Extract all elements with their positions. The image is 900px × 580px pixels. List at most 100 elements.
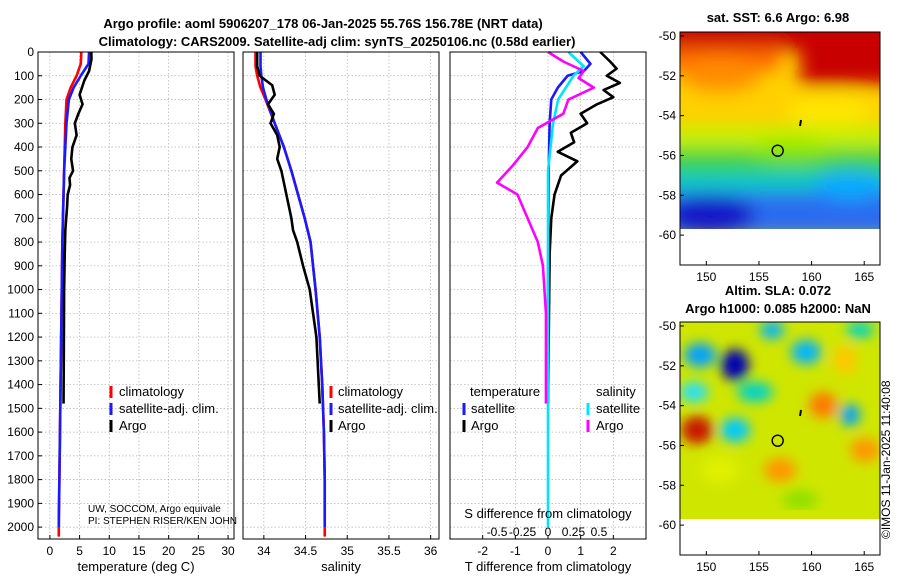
- salinity-x-ticks: 34 34.5 35 35.5 36: [257, 535, 438, 558]
- x-tick-label: 35: [341, 544, 355, 558]
- difference-panel: -2 -1 0 1 2 -0.5 -0.25 0 0.25 0.5 T difference f…: [449, 50, 647, 574]
- sla-eddy-orange-2: [809, 392, 837, 418]
- salinity-legend: climatology satellite-adj. clim. Argo: [329, 384, 438, 433]
- y-tick-label: 1700: [7, 449, 34, 463]
- temperature-x-ticks: 0 5 10 15 20 25 30: [47, 535, 235, 558]
- sla-eddy-green: [782, 490, 818, 510]
- sla-eddy-orange-1: [764, 458, 796, 482]
- map-x-tick-label: 165: [854, 560, 874, 574]
- difference-series: [495, 50, 622, 528]
- x-tick-label: 1: [577, 544, 584, 558]
- sst-orange-patch: [680, 59, 760, 91]
- y-tick-label: 1800: [7, 473, 34, 487]
- y-tick-label: 1500: [7, 401, 34, 415]
- sla-island: [799, 409, 802, 417]
- difference-legend: temperature salinity satellite Argo sate…: [462, 384, 640, 433]
- sst-island: [799, 119, 802, 127]
- salinity-grid: [243, 51, 439, 539]
- y-tick-label: 1200: [7, 330, 34, 344]
- x-tick-label: 15: [132, 544, 146, 558]
- s-tick-label: 0.5: [591, 525, 608, 539]
- series-line-argo: [255, 52, 322, 404]
- sst-gradients: [680, 32, 880, 229]
- s-difference-label: S difference from climatology: [464, 506, 632, 521]
- temperature-plot-area: [38, 52, 234, 539]
- map-y-tick-label: -50: [659, 319, 677, 333]
- y-tick-label: 600: [14, 188, 34, 202]
- y-tick-label: 700: [14, 211, 34, 225]
- sla-eddy-cyan-3: [846, 322, 874, 338]
- s-tick-label: 0.25: [562, 525, 586, 539]
- s-tick-label: -0.25: [509, 525, 537, 539]
- y-tick-label: 1100: [8, 306, 34, 320]
- sla-eddy-blue-1: [684, 343, 716, 367]
- salinity-x-label: salinity: [321, 559, 361, 574]
- sla-eddies: [680, 322, 880, 510]
- series-line-satellite-adj-clim-: [259, 52, 327, 528]
- temperature-axes-frame: [37, 51, 235, 540]
- x-tick-label: 2: [610, 544, 617, 558]
- sla-eddy-blue-5: [840, 404, 860, 426]
- temperature-panel: 0 5 10 15 20 25 30 0 100 200 300 400 500 600 700 800 90…: [7, 45, 237, 574]
- x-tick-label: 34: [257, 544, 271, 558]
- map-x-tick-label: 150: [696, 270, 716, 284]
- t-difference-x-label: T difference from climatology: [465, 559, 632, 574]
- s-tick-label: -0.5: [487, 525, 508, 539]
- sla-x-ticks: 150 155 160 165: [696, 551, 875, 574]
- x-tick-label: 30: [221, 544, 235, 558]
- legend-label-argo: Argo: [119, 418, 146, 433]
- figure-title-line1: Argo profile: aoml 5906207_178 06-Jan-20…: [103, 16, 542, 31]
- map-y-tick-label: -52: [659, 69, 677, 83]
- sla-eddy-darkblue-1: [721, 349, 749, 381]
- sla-eddy-blue-4: [720, 418, 750, 442]
- map-x-tick-label: 160: [802, 560, 822, 574]
- legend-label-t-satellite: satellite: [471, 401, 515, 416]
- sla-eddy-blue-3: [791, 340, 821, 364]
- map-y-tick-label: -60: [659, 518, 677, 532]
- legend-label-satellite: satellite-adj. clim.: [119, 401, 219, 416]
- series-line-argo: [62, 51, 93, 404]
- sst-band-darkred-east: [800, 32, 880, 85]
- x-tick-label: 34.5: [294, 544, 318, 558]
- sla-y-ticks: -50 -52 -54 -56 -58 -60: [659, 319, 684, 532]
- sst-yellow-patch: [785, 96, 875, 124]
- sst-deep-blue: [680, 195, 755, 229]
- map-y-tick-label: -54: [659, 399, 677, 413]
- sla-eddy-orange-3: [850, 438, 880, 462]
- series-line-satellite-adj-clim-: [57, 51, 91, 528]
- map-y-tick-label: -56: [659, 148, 677, 162]
- figure-title-line2: Climatology: CARS2009. Satellite-adj cli…: [99, 34, 576, 49]
- sla-eddy-yellow: [833, 346, 857, 374]
- sst-map-title: sat. SST: 6.6 Argo: 6.98: [707, 10, 850, 25]
- y-tick-label: 200: [14, 93, 34, 107]
- legend-header-salinity: salinity: [596, 384, 636, 399]
- y-tick-label: 1000: [7, 283, 34, 297]
- depth-y-ticks: 0 100 200 300 400 500 600 700 800 900 1000 1100 1200…: [7, 45, 42, 534]
- sla-map-title: Altim. SLA: 0.072: [725, 283, 831, 298]
- legend-label-t-argo: Argo: [471, 418, 498, 433]
- sla-eddy-cyan-1: [737, 382, 773, 402]
- legend-label-argo: Argo: [338, 418, 365, 433]
- map-y-tick-label: -58: [659, 188, 677, 202]
- attribution-line1: UW, SOCCOM, Argo equivale: [88, 504, 221, 515]
- difference-x-ticks: -2 -1 0 1 2: [477, 535, 617, 558]
- map-y-tick-label: -52: [659, 359, 677, 373]
- x-tick-label: 10: [103, 544, 117, 558]
- x-tick-label: 36: [424, 544, 438, 558]
- map-x-tick-label: 160: [802, 270, 822, 284]
- temperature-series: [57, 51, 93, 537]
- x-tick-label: 20: [162, 544, 176, 558]
- sla-argo-location-marker: [771, 434, 784, 447]
- legend-label-climatology: climatology: [338, 384, 404, 399]
- y-tick-label: 400: [14, 140, 34, 154]
- y-tick-label: 1600: [7, 425, 34, 439]
- legend-label-climatology: climatology: [119, 384, 185, 399]
- copyright-text: ©IMOS 11-Jan-2025 11:40:08: [879, 380, 893, 539]
- x-tick-label: -2: [477, 544, 488, 558]
- series-line-t-argo: [546, 51, 622, 404]
- y-tick-label: 2000: [7, 520, 34, 534]
- sla-map: Altim. SLA: 0.072 Argo h1000: 0.085 h200…: [659, 283, 881, 574]
- sla-eddy-cyan-2: [680, 382, 708, 402]
- sst-x-ticks: 150 155 160 165: [696, 261, 875, 284]
